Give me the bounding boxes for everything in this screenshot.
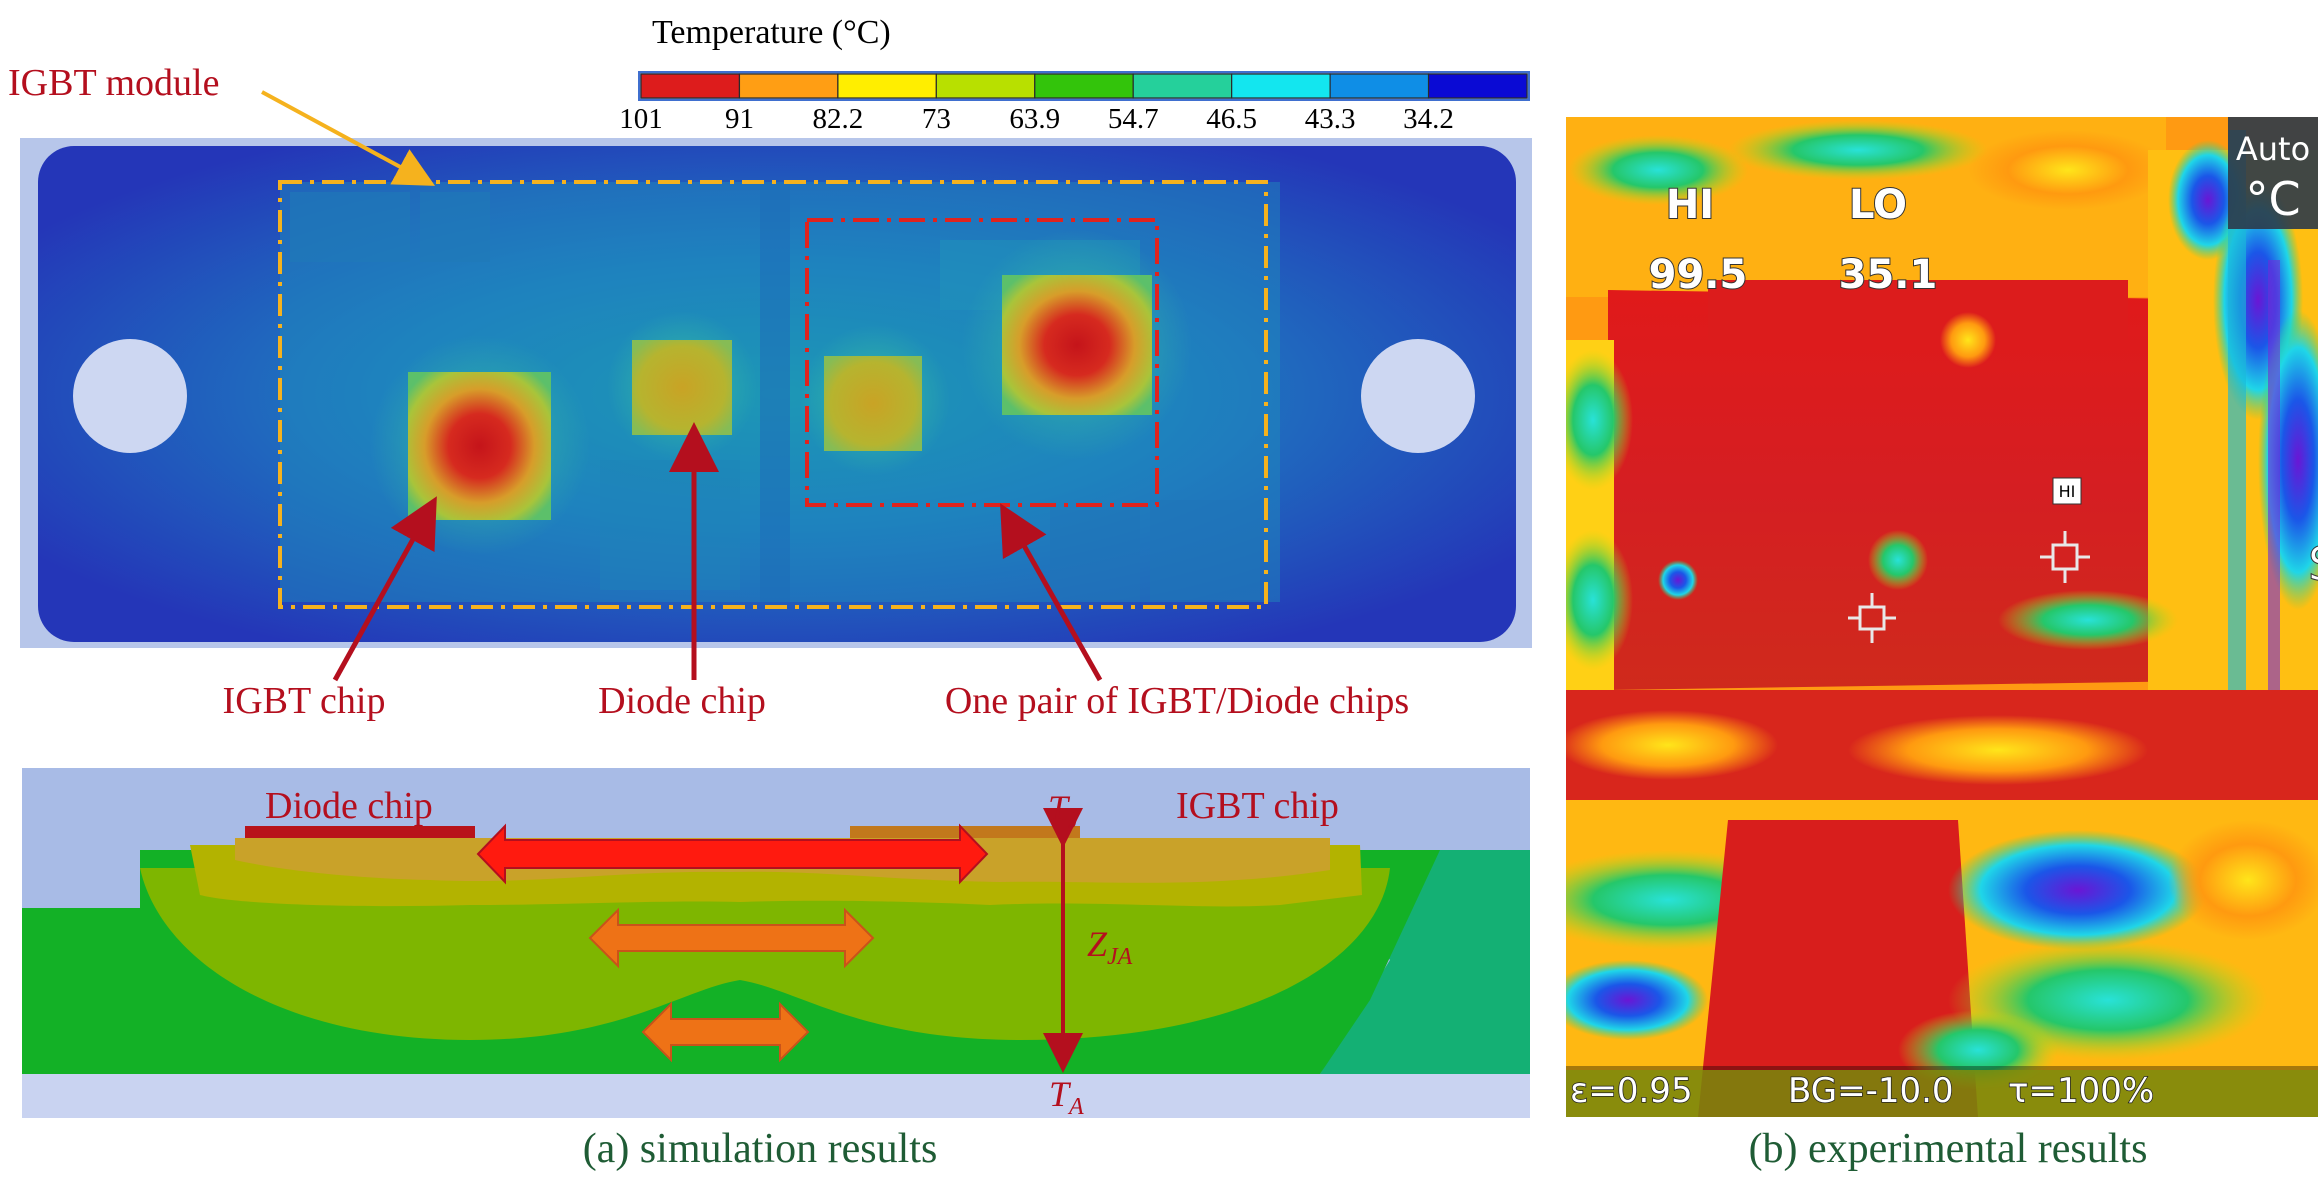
igbt-module-boundary	[278, 180, 1268, 609]
igbt-module-arrow	[261, 90, 436, 186]
diode-chip-left	[632, 340, 732, 435]
max-temperature-crosshair	[2040, 531, 2090, 583]
colorbar-tick-label: 73	[922, 103, 951, 135]
mode-label: Auto	[2236, 130, 2310, 168]
diode-chip-right	[824, 356, 922, 451]
colorbar-tick-label: 101	[619, 103, 663, 135]
background-readout: BG=-10.0	[1788, 1071, 1954, 1111]
hi-label: HI	[1666, 182, 1714, 228]
colorbar-cell	[935, 73, 1036, 99]
cross-section-diode-label: Diode chip	[265, 785, 433, 827]
cross-section-diode-chip	[245, 826, 475, 838]
heat-spreading-arrow-top	[476, 823, 989, 885]
igbt-chip-arrow	[332, 496, 437, 682]
experimental-figure: HI HI 99.5 LO 35.1 Auto °C S ε=0.95 BG=-…	[1566, 117, 2324, 1172]
colorbar-tick-label: 46.5	[1206, 103, 1257, 135]
cursor-label-box	[2052, 477, 2082, 505]
edge-glyph: S	[2308, 537, 2324, 591]
igbt-chip-label: IGBT chip	[223, 680, 386, 722]
igbt-module-label: IGBT module	[8, 62, 219, 104]
lo-label: LO	[1849, 182, 1907, 228]
status-bar	[1566, 1066, 2318, 1117]
heat-spreading-arrow-bottom	[641, 1001, 810, 1063]
igbt-chip-left	[408, 372, 551, 520]
simulation-figure: Temperature (°C) 101 91 82.2 73 63.9 54.7 46.5…	[8, 14, 1532, 1172]
unit-label: °C	[2245, 172, 2300, 226]
diode-chip-label: Diode chip	[598, 680, 766, 722]
colorbar-cell	[1427, 73, 1528, 99]
colorbar-tick-label: 82.2	[813, 103, 864, 135]
hi-value: 99.5	[1649, 252, 1748, 298]
colorbar-cell	[1231, 73, 1331, 99]
lo-value: 35.1	[1839, 252, 1938, 298]
thermal-image: HI HI 99.5 LO 35.1 Auto °C S ε=0.95 BG=-…	[1566, 117, 2324, 1117]
colorbar-tick-label: 34.2	[1403, 103, 1454, 135]
mounting-hole-left	[73, 339, 187, 453]
caption-experimental: (b) experimental results	[1749, 1126, 2148, 1172]
colorbar-tick-label: 63.9	[1009, 103, 1060, 135]
colorbar-cell	[1329, 73, 1430, 99]
igbt-chip-right	[1002, 275, 1152, 415]
temperature-colorbar: Temperature (°C) 101 91 82.2 73 63.9 54.7 46.5…	[619, 14, 1530, 135]
mode-badge	[2228, 117, 2318, 229]
colorbar-tick-label: 54.7	[1108, 103, 1159, 135]
module-top-view	[20, 138, 1532, 648]
mounting-hole-right	[1361, 339, 1475, 453]
emissivity-readout: ε=0.95	[1570, 1071, 1693, 1111]
colorbar-cell	[640, 73, 741, 99]
caption-simulation: (a) simulation results	[583, 1126, 938, 1172]
colorbar-cell	[1034, 73, 1134, 99]
colorbar-cell	[837, 73, 937, 99]
module-cross-section	[22, 768, 1530, 1118]
colorbar-tick-label: 43.3	[1305, 103, 1356, 135]
zja-label: ZJA	[1087, 924, 1133, 970]
chip-pair-boundary	[805, 218, 1159, 507]
heat-spreading-arrow-middle	[588, 907, 875, 969]
ta-label: TA	[1049, 1074, 1084, 1120]
colorbar-tick-label: 91	[725, 103, 754, 135]
cursor-label: HI	[2059, 482, 2076, 501]
hotspot-crosshair	[1848, 593, 1896, 643]
cross-section-igbt-label: IGBT chip	[1176, 785, 1339, 827]
chip-pair-arrow	[1000, 503, 1103, 682]
tj-label: TJ	[1048, 788, 1080, 834]
colorbar-cell	[738, 73, 839, 99]
colorbar-title: Temperature (°C)	[652, 14, 891, 51]
transmission-readout: τ=100%	[2008, 1071, 2154, 1111]
colorbar-cell	[1132, 73, 1233, 99]
chip-pair-label: One pair of IGBT/Diode chips	[945, 680, 1409, 722]
